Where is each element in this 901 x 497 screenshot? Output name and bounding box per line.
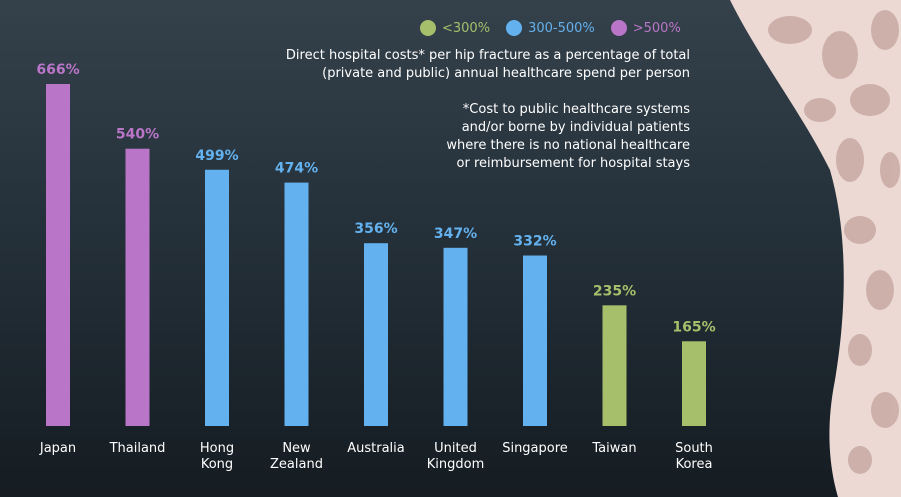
chart-footnote: *Cost to public healthcare systems and/o… [446,102,690,171]
bar-south-korea [682,341,706,426]
legend-label-high: >500% [632,20,681,36]
bar-australia [364,243,388,426]
bar-united-kingdom [443,247,468,426]
category-label-singapore: Singapore [502,441,568,456]
legend-swatch-low [420,20,436,36]
legend-label-mid: 300-500% [528,20,595,36]
bar-taiwan [602,305,627,426]
category-label-hong-kong: Hong Kong [200,441,234,472]
bar-thailand [125,148,150,426]
value-label-new-zealand: 474% [275,161,318,177]
bar-japan [46,84,70,426]
value-label-singapore: 332% [513,234,556,250]
category-label-japan: Japan [39,441,76,456]
value-label-taiwan: 235% [593,283,636,299]
bar-new-zealand [284,182,309,426]
value-label-south-korea: 165% [672,319,715,335]
legend-swatch-high [610,20,627,36]
category-label-south-korea: South Korea [675,441,713,472]
legend-item-high: >500% [610,20,681,36]
value-label-thailand: 540% [116,127,159,143]
chart-description: Direct hospital costs* per hip fracture … [285,48,690,81]
value-label-united-kingdom: 347% [434,226,477,242]
legend: <300% 300-500% >500% [420,20,681,36]
bar-hong-kong [205,169,229,426]
category-label-new-zealand: New Zealand [270,441,323,472]
legend-label-low: <300% [442,20,491,36]
category-label-united-kingdom: United Kingdom [427,441,485,472]
value-label-japan: 666% [36,62,79,78]
bar-singapore [523,255,547,426]
legend-item-low: <300% [420,20,490,36]
value-label-australia: 356% [354,221,397,237]
value-label-hong-kong: 499% [195,148,238,164]
category-label-taiwan: Taiwan [591,441,636,456]
category-label-australia: Australia [347,441,405,456]
category-label-thailand: Thailand [109,441,166,456]
legend-item-mid: 300-500% [506,20,595,36]
legend-swatch-mid [506,20,523,36]
